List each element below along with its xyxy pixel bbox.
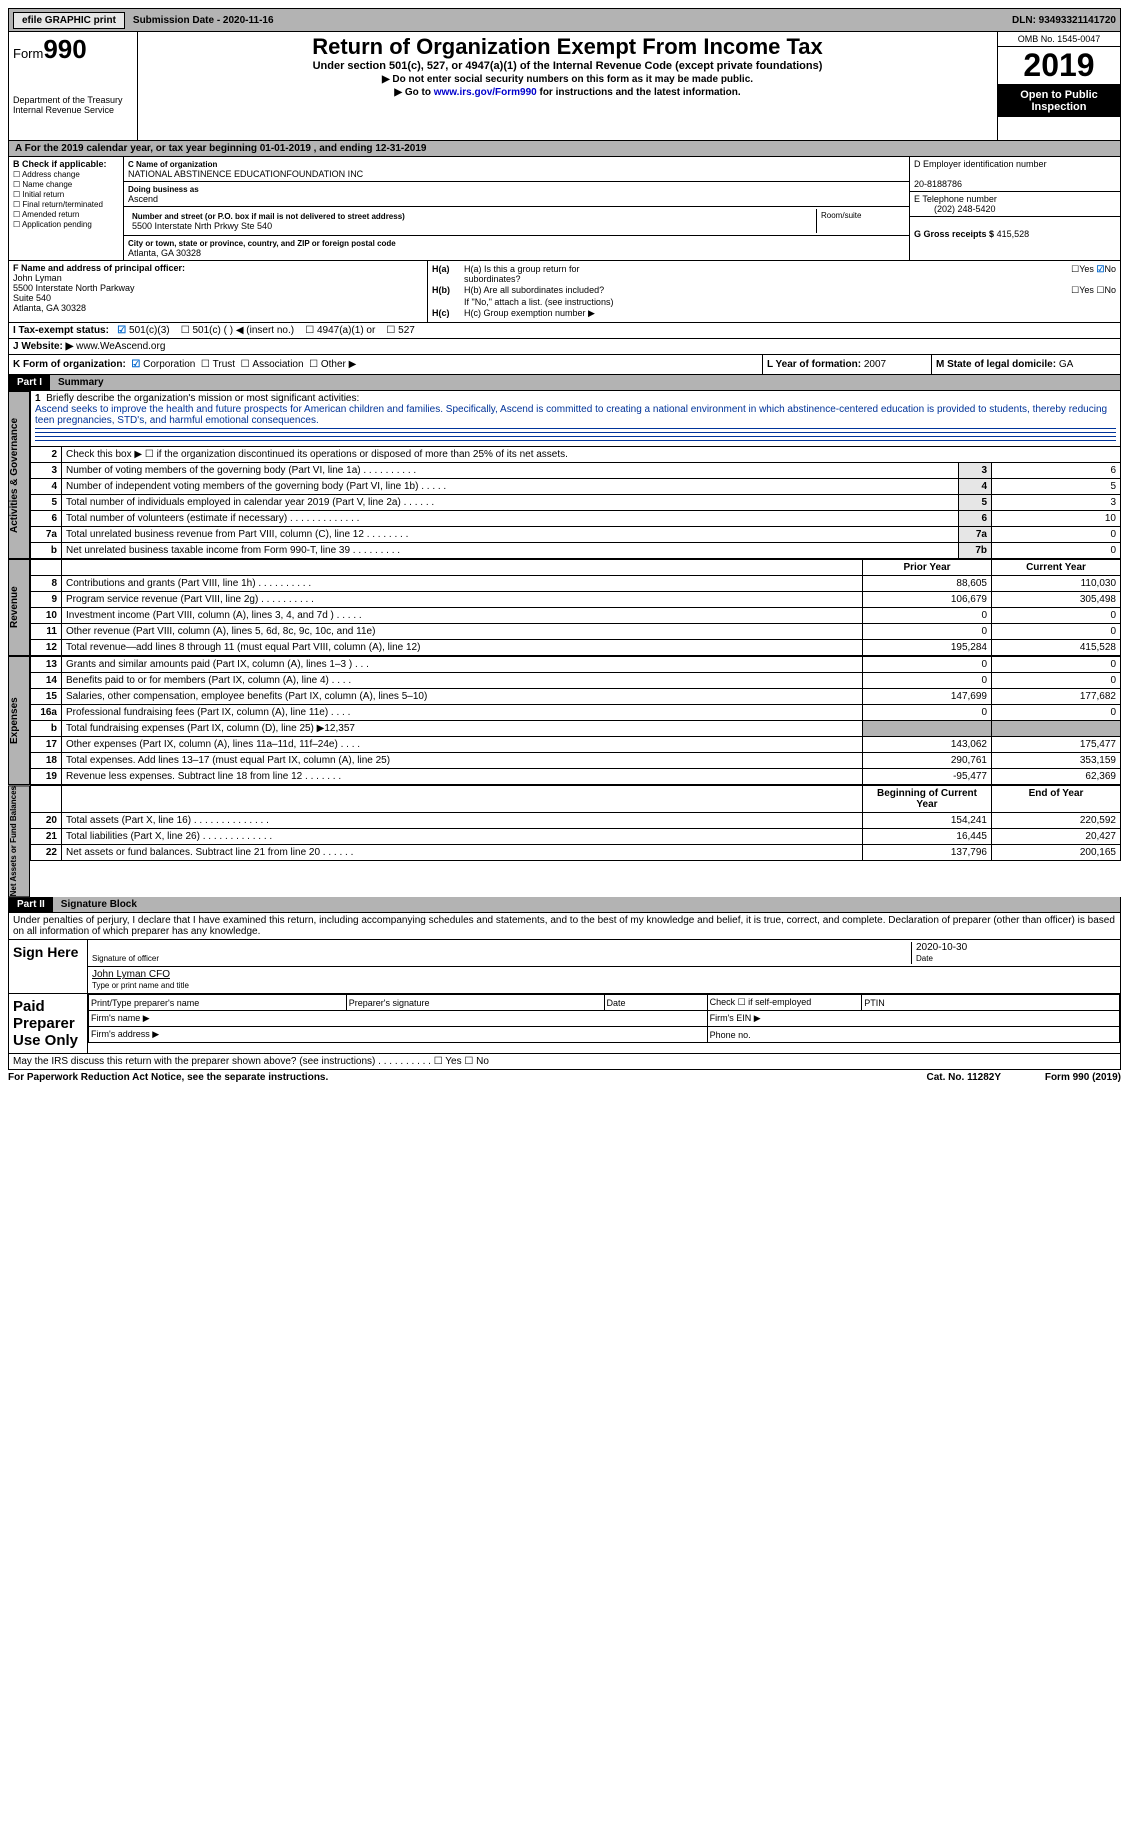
department-label: Department of the Treasury Internal Reve… [13, 95, 133, 115]
chk-501c3[interactable]: ☑ [117, 325, 126, 336]
irs-link[interactable]: www.irs.gov/Form990 [434, 87, 537, 98]
submission-date: Submission Date - 2020-11-16 [133, 15, 274, 26]
chk-amended-return[interactable]: ☐ Amended return [13, 210, 119, 219]
form-word: Form [13, 46, 43, 61]
gross-receipts: 415,528 [997, 229, 1030, 239]
v3: 6 [992, 463, 1121, 479]
dln-number: DLN: 93493321141720 [1012, 15, 1116, 26]
side-governance: Activities & Governance [8, 391, 30, 559]
blocks-bcd: B Check if applicable: ☐ Address change … [8, 157, 1121, 261]
block-b-header: B Check if applicable: [13, 159, 107, 169]
tax-year: 2019 [998, 47, 1120, 85]
state-domicile: GA [1059, 359, 1073, 370]
room-suite-label: Room/suite [817, 209, 905, 233]
page-footer: For Paperwork Reduction Act Notice, see … [8, 1072, 1121, 1083]
side-revenue: Revenue [8, 559, 30, 656]
blocks-fh: F Name and address of principal officer:… [8, 261, 1121, 323]
form-number: 990 [43, 34, 86, 64]
form-title: Return of Organization Exempt From Incom… [142, 34, 993, 60]
mission-text: Ascend seeks to improve the health and f… [35, 404, 1107, 426]
ein-value: 20-8188786 [914, 179, 962, 189]
officer-sig-name: John Lyman CFO [92, 969, 170, 980]
omb-number: OMB No. 1545-0047 [998, 32, 1120, 47]
year-formation: 2007 [864, 359, 886, 370]
chk-initial-return[interactable]: ☐ Initial return [13, 190, 119, 199]
part2-header: Part II Signature Block [8, 897, 1121, 913]
chk-name-change[interactable]: ☐ Name change [13, 180, 119, 189]
city-state-zip: Atlanta, GA 30328 [128, 248, 201, 258]
website-row: J Website: ▶ www.WeAscend.org [8, 339, 1121, 355]
top-bar: efile GRAPHIC print Submission Date - 20… [8, 8, 1121, 32]
form-subtitle: Under section 501(c), 527, or 4947(a)(1)… [142, 60, 993, 72]
period-row: A For the 2019 calendar year, or tax yea… [8, 141, 1121, 157]
chk-address-change[interactable]: ☐ Address change [13, 170, 119, 179]
tax-status-row: I Tax-exempt status: ☑ 501(c)(3) ☐ 501(c… [8, 323, 1121, 339]
form-header: Form990 Department of the Treasury Inter… [8, 32, 1121, 141]
instruction-1: ▶ Do not enter social security numbers o… [142, 74, 993, 85]
officer-name: John Lyman [13, 273, 62, 283]
side-net-assets: Net Assets or Fund Balances [8, 785, 30, 897]
sig-date: 2020-10-30 [916, 942, 967, 953]
dba-name: Ascend [128, 194, 158, 204]
part1-header: Part I Summary [8, 375, 1121, 391]
website-url: www.WeAscend.org [73, 341, 165, 352]
chk-final-return[interactable]: ☐ Final return/terminated [13, 200, 119, 209]
phone-value: (202) 248-5420 [934, 204, 996, 214]
sign-here-label: Sign Here [9, 940, 88, 993]
street-address: 5500 Interstate Nrth Prkwy Ste 540 [132, 221, 272, 231]
signature-intro: Under penalties of perjury, I declare th… [8, 913, 1121, 940]
chk-application-pending[interactable]: ☐ Application pending [13, 220, 119, 229]
discuss-row: May the IRS discuss this return with the… [8, 1054, 1121, 1070]
side-expenses: Expenses [8, 656, 30, 785]
klm-row: K Form of organization: ☑ Corporation ☐ … [8, 355, 1121, 375]
org-name: NATIONAL ABSTINENCE EDUCATIONFOUNDATION … [128, 169, 363, 179]
efile-print-button[interactable]: efile GRAPHIC print [13, 12, 125, 29]
paid-preparer-label: Paid Preparer Use Only [9, 994, 88, 1053]
